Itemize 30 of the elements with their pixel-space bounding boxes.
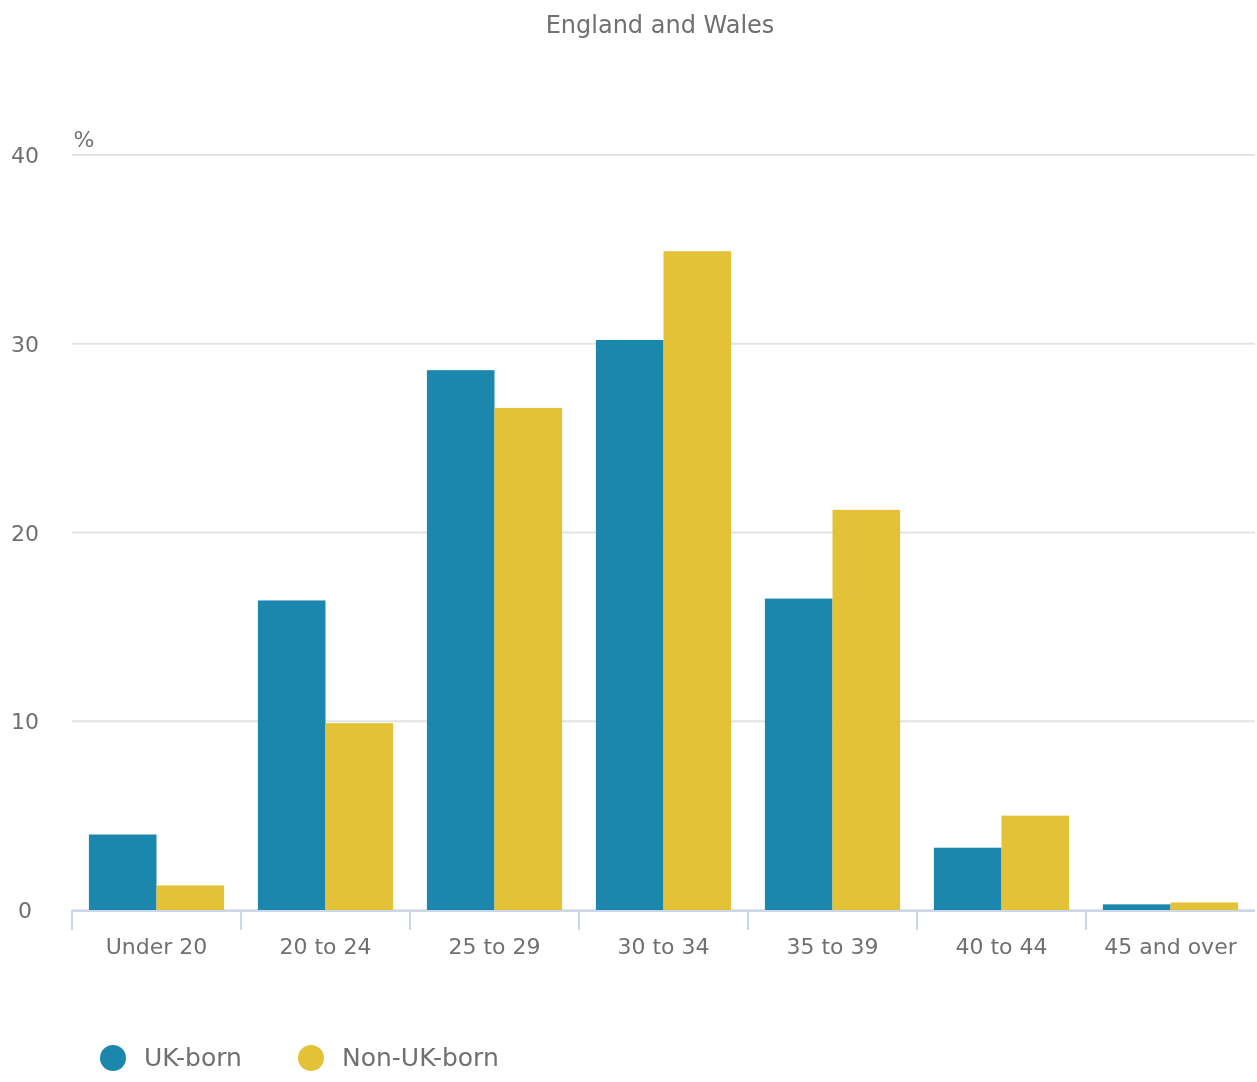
bar bbox=[764, 598, 833, 910]
legend-label: UK-born bbox=[144, 1043, 242, 1072]
x-tick-label: 40 to 44 bbox=[955, 934, 1048, 959]
bar bbox=[832, 509, 901, 910]
bar bbox=[663, 251, 732, 910]
x-tick-label: 30 to 34 bbox=[617, 934, 710, 959]
y-tick-label: 10 bbox=[11, 709, 39, 735]
y-tick-label: 20 bbox=[11, 520, 39, 546]
bar bbox=[595, 339, 664, 910]
bar bbox=[1102, 904, 1171, 910]
y-tick-label: 40 bbox=[11, 143, 39, 168]
legend-label: Non-UK-born bbox=[342, 1043, 499, 1072]
y-tick-label: 0 bbox=[18, 898, 32, 923]
chart-title: England and Wales bbox=[545, 11, 775, 39]
bar bbox=[156, 885, 225, 910]
bar bbox=[88, 834, 157, 910]
bar bbox=[1001, 815, 1070, 910]
x-tick-label: 35 to 39 bbox=[786, 934, 879, 959]
bar bbox=[1170, 902, 1239, 910]
x-tick-label: 45 and over bbox=[1104, 934, 1238, 959]
bar bbox=[426, 370, 495, 910]
x-tick-label: 20 to 24 bbox=[279, 934, 372, 959]
y-tick-label: 30 bbox=[11, 331, 39, 357]
x-tick-label: Under 20 bbox=[105, 934, 208, 959]
bar bbox=[933, 847, 1002, 910]
bar bbox=[325, 723, 394, 910]
bar bbox=[257, 600, 326, 910]
y-axis-title: % bbox=[73, 127, 95, 152]
bar bbox=[494, 407, 563, 910]
x-tick-label: 25 to 29 bbox=[448, 934, 541, 959]
